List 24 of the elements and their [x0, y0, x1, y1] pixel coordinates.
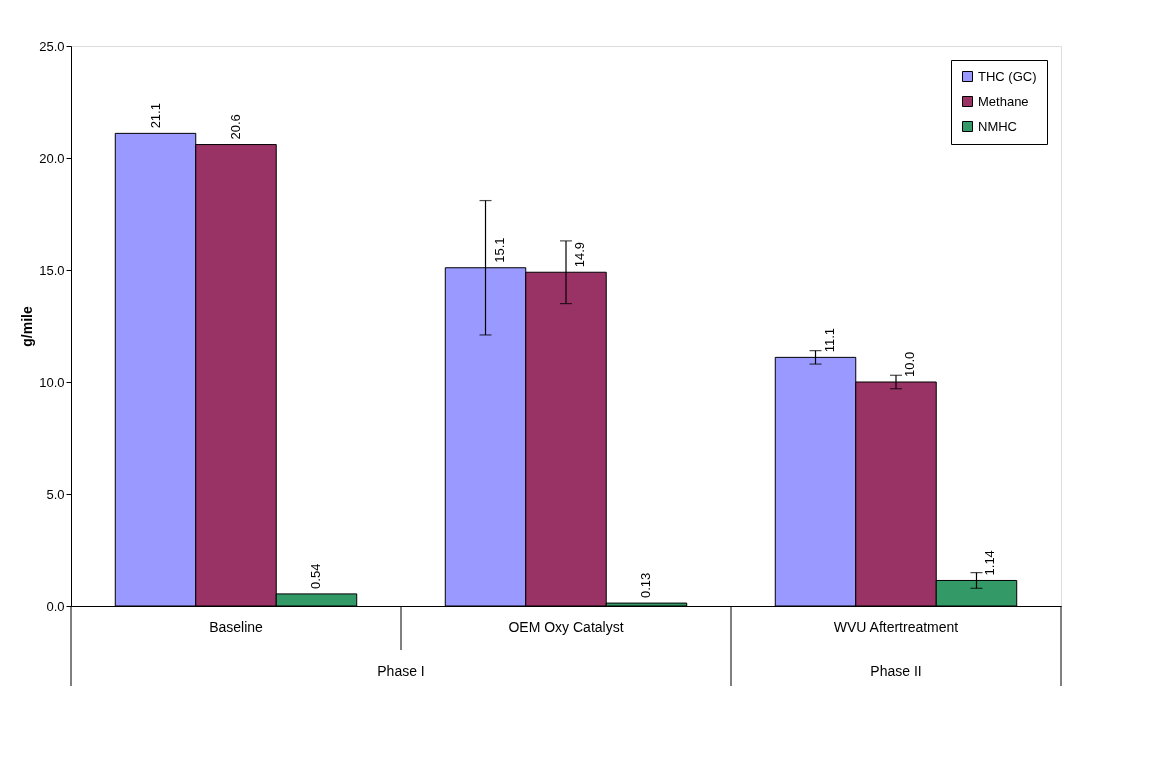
legend-label: NMHC: [978, 118, 1017, 134]
data-label: 20.6: [228, 114, 243, 140]
legend-label: THC (GC): [978, 68, 1037, 84]
x-tick-label: Baseline: [209, 618, 264, 635]
y-tick-label: 20.0: [39, 150, 65, 166]
data-label: 10.0: [902, 351, 917, 377]
y-tick-label: 0.0: [46, 598, 65, 614]
data-label: 21.1: [147, 103, 163, 129]
y-tick-label: 15.0: [39, 262, 65, 278]
y-axis-title: g/mile: [19, 306, 36, 347]
text: Phase II: [870, 663, 922, 679]
y-tick-label: 10.0: [39, 374, 65, 390]
y-tick-label: 5.0: [46, 486, 65, 502]
x-tick-label: OEM Oxy Catalyst: [508, 618, 624, 635]
x-tick-label: WVU Aftertreatment: [833, 618, 959, 635]
data-label: 14.9: [572, 241, 587, 268]
y-tick-label: 25.0: [39, 38, 65, 54]
data-label: 0.54: [308, 563, 324, 589]
data-label: 15.1: [491, 237, 507, 263]
text: Phase I: [377, 663, 425, 679]
data-label: 1.14: [982, 550, 998, 576]
data-label: 0.13: [638, 572, 654, 599]
legend-label: Methane: [978, 93, 1029, 109]
data-label: 11.1: [821, 328, 837, 353]
